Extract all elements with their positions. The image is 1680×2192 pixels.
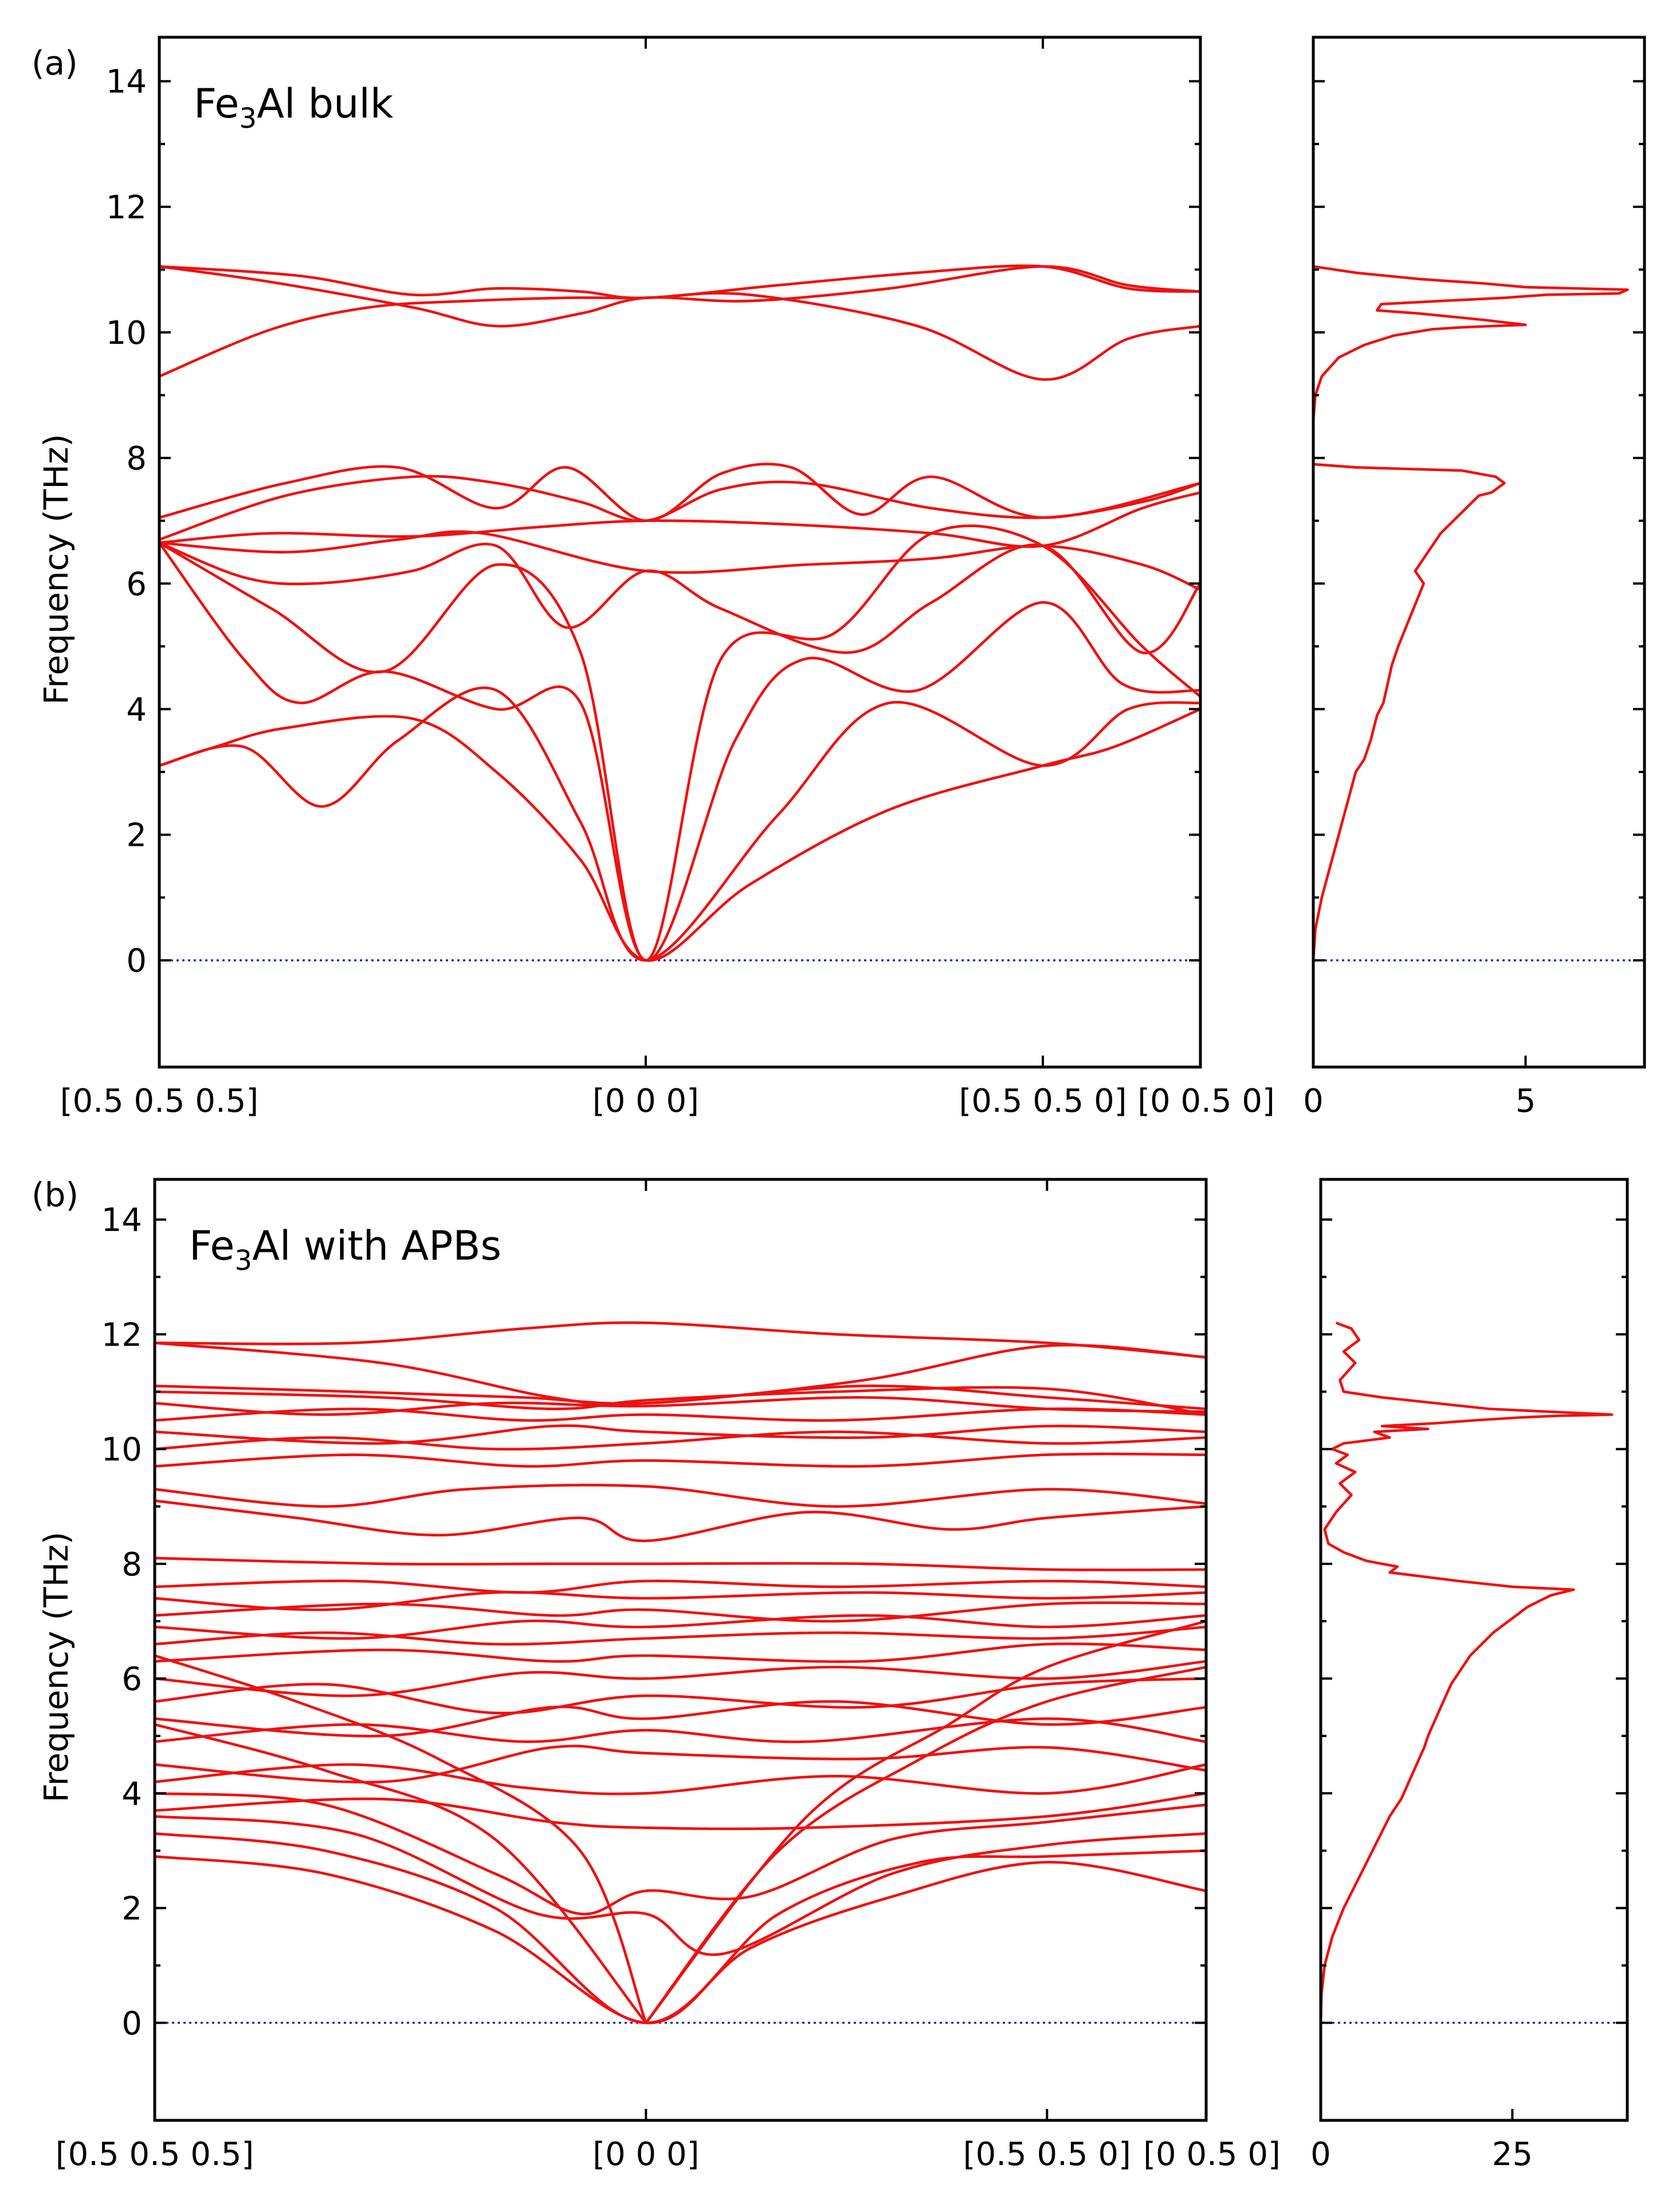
a-bands-ytick-label-0: 0 [126, 943, 147, 980]
a-bands-band-2 [159, 686, 1201, 962]
b-bands-ytick-label-8: 8 [121, 1546, 142, 1583]
panel-b: (b) 0 2 4 6 8 10 12 14 Frequency (THz) Fe3Al with… [32, 1175, 1629, 2173]
b-bands-hi-1 [154, 1499, 1207, 1543]
a-bands-ytick-label-2: 2 [126, 817, 147, 854]
a-bands-ytick-label-4: 4 [126, 691, 147, 728]
b-bands-ylabel: Frequency (THz) [37, 1532, 76, 1803]
a-bands-xtick-label-3: [0 0.5 0] [1137, 1083, 1275, 1120]
b-bands-hi-8 [154, 1386, 1207, 1416]
b-bands-ytick-label-0: 0 [121, 2005, 142, 2042]
b-bands-low-4 [154, 1792, 1207, 1916]
b-bands-title-suffix: Al with APBs [252, 1222, 501, 1269]
b-bands-mid-11 [154, 1601, 1207, 1623]
a-bands-ytick-label-8: 8 [126, 440, 147, 477]
b-bands-ytick-label-6: 6 [121, 1661, 142, 1698]
b-bands-low-2 [154, 1832, 1207, 2025]
b-bands-ytick-label-14: 14 [101, 1202, 142, 1239]
b-bands-mid-3 [154, 1744, 1207, 1784]
a-bands-ytick-label-12: 12 [106, 189, 147, 226]
a-bands-band-10 [159, 292, 1201, 381]
b-bands-title: Fe3Al with APBs [189, 1222, 501, 1277]
b-bands-mid-8 [154, 1642, 1207, 1663]
b-bands-xtick-label-1: [0 0 0] [592, 2136, 699, 2173]
b-bands-hi-2 [154, 1484, 1207, 1508]
a-bands-xtick-label-0: [0.5 0.5 0.5] [60, 1083, 258, 1120]
b-bands-ytick-label-12: 12 [101, 1316, 142, 1354]
a-bands-band-12 [159, 264, 1201, 300]
b-bands-mid-1 [154, 1792, 1207, 1830]
b-bands-mid-5 [154, 1700, 1207, 1738]
b-bands-ytick-label-4: 4 [121, 1775, 142, 1813]
b-bands-xtick-label-2: [0.5 0.5 0] [963, 2136, 1131, 2173]
a-bands-xtick-label-2: [0.5 0.5 0] [959, 1083, 1127, 1120]
b-bands-frame [153, 1178, 1208, 2122]
b-bands-xtick-label-3: [0 0.5 0] [1143, 2136, 1281, 2173]
b-bands-mid-4 [154, 1717, 1207, 1743]
a-bands-frame [158, 36, 1202, 1069]
a-bands-band-6 [159, 530, 1201, 591]
b-dos-xtick-label-0: 0 [1310, 2136, 1331, 2173]
b-bands-fan-2 [154, 1723, 647, 2024]
b-bands-ytick-label-2: 2 [121, 1891, 142, 1928]
panel-label-a: (a) [32, 44, 78, 83]
b-bands-mid-10 [154, 1614, 1207, 1640]
b-bands-title-sub: 3 [235, 1245, 253, 1277]
a-bands-title-sub: 3 [240, 103, 257, 135]
b-bands-mid-12 [154, 1591, 1207, 1611]
b-bands-mid-7 [154, 1660, 1207, 1697]
b-bands-hi-7 [154, 1396, 1207, 1416]
b-bands-mid-2 [154, 1763, 1207, 1795]
a-bands-ytick-label-14: 14 [106, 64, 147, 101]
b-bands-mid-13 [154, 1579, 1207, 1594]
a-bands-ylabel: Frequency (THz) [37, 434, 76, 705]
b-bands-title-prefix: Fe [189, 1222, 235, 1269]
b-bands-fan-1 [154, 1654, 647, 2024]
a-bands-ytick-label-6: 6 [126, 566, 147, 603]
b-dos-xtick-label-1: 25 [1492, 2136, 1533, 2173]
b-bands-hi-5 [154, 1424, 1207, 1445]
a-bands-band-7 [159, 491, 1201, 548]
a-dos-dos [1312, 250, 1629, 960]
a-dos-frame [1312, 36, 1646, 1069]
a-bands-xtick-label-1: [0 0 0] [592, 1083, 699, 1120]
a-bands-title-suffix: Al bulk [257, 80, 394, 127]
panel-label-b: (b) [32, 1175, 78, 1214]
b-bands-ytick-label-10: 10 [101, 1432, 142, 1469]
b-bands-mid-9 [154, 1625, 1207, 1646]
b-bands-hi-3 [154, 1452, 1207, 1468]
b-bands-fan-4 [645, 1620, 1207, 2024]
a-bands-band-4 [158, 524, 1202, 962]
a-bands-ytick-label-10: 10 [106, 315, 147, 352]
a-dos-xtick-label-0: 0 [1303, 1083, 1324, 1120]
panel-a: (a) 0 2 4 6 8 10 12 14 Frequency (THz) Fe3Al bulk… [32, 36, 1646, 1120]
b-dos-dos [1319, 1322, 1614, 2023]
a-bands-title-prefix: Fe [194, 80, 240, 127]
b-bands-hi-11 [154, 1342, 1207, 1406]
b-bands-hi-4 [154, 1430, 1207, 1451]
a-bands-band-8 [159, 475, 1201, 541]
b-dos-frame [1319, 1178, 1629, 2122]
a-bands-band-5 [159, 541, 1202, 654]
b-bands-mid-14 [154, 1556, 1207, 1571]
a-dos-xtick-label-1: 5 [1516, 1083, 1536, 1120]
b-bands-hi-10 [154, 1321, 1207, 1359]
a-bands-title: Fe3Al bulk [194, 80, 394, 135]
b-bands-xtick-label-0: [0.5 0.5 0.5] [56, 2136, 254, 2173]
a-bands-band-9 [159, 462, 1201, 523]
b-bands-low-3 [154, 1815, 1207, 1956]
b-bands-mid-6 [154, 1677, 1207, 1715]
a-bands-band-3 [158, 542, 1201, 962]
